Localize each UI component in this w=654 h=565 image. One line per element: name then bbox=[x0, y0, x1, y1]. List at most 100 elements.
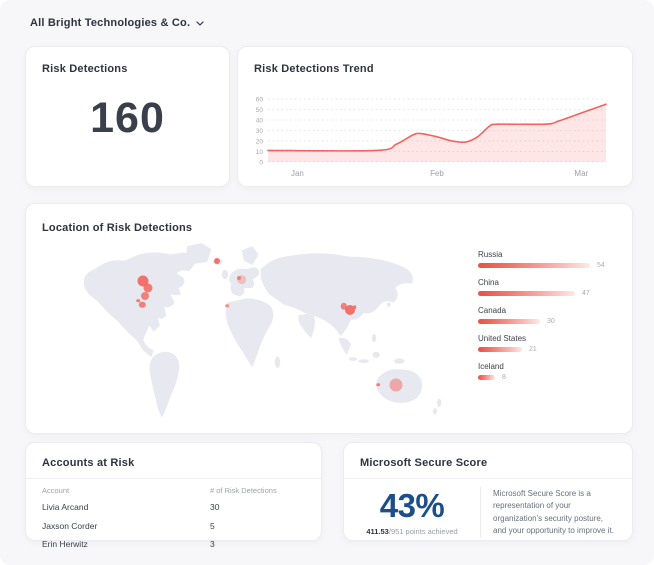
island-philippines bbox=[372, 333, 377, 343]
legend-bar bbox=[478, 347, 522, 352]
map-marker-us-2 bbox=[139, 301, 146, 308]
table-row: Livia Arcand 30 bbox=[42, 498, 305, 517]
world-map bbox=[78, 242, 498, 428]
secure-score-percent: 43% bbox=[379, 486, 445, 524]
legend-bar-row: 30 bbox=[478, 318, 620, 325]
island-sumatra bbox=[348, 357, 358, 361]
world-map-svg bbox=[83, 243, 442, 418]
legend-bar-row: 21 bbox=[478, 346, 620, 353]
island-java bbox=[358, 359, 369, 364]
legend-row: Russia 54 bbox=[478, 250, 620, 269]
org-name: All Bright Technologies & Co. bbox=[30, 17, 191, 29]
island-greenland bbox=[186, 243, 212, 264]
map-marker-china-3 bbox=[352, 305, 357, 310]
location-title: Location of Risk Detections bbox=[42, 222, 193, 234]
legend-bar bbox=[478, 375, 495, 380]
map-marker-china-1 bbox=[340, 303, 348, 310]
continent-asia bbox=[260, 253, 413, 337]
legend-row: Iceland 8 bbox=[478, 362, 620, 381]
account-name-cell: Erin Herwitz bbox=[42, 539, 88, 549]
location-card: Location of Risk Detections bbox=[25, 203, 633, 434]
accounts-card: Accounts at Risk Account # of Risk Detec… bbox=[25, 442, 322, 549]
island-japan-south bbox=[386, 302, 391, 307]
map-marker-europe-1 bbox=[237, 274, 247, 285]
column-detections: # of Risk Detections bbox=[210, 486, 277, 495]
legend-country-label: United States bbox=[478, 334, 527, 343]
secure-score-divider bbox=[344, 478, 632, 479]
y-axis-label: 60 bbox=[256, 96, 264, 103]
chevron-down-icon bbox=[196, 20, 204, 26]
continent-south-america bbox=[149, 351, 180, 418]
legend-country-label: Iceland bbox=[478, 362, 504, 371]
legend-country-label: Russia bbox=[478, 250, 503, 259]
points-achieved-value: 411.53 bbox=[366, 526, 389, 536]
island-nz-south bbox=[432, 408, 438, 415]
legend-bar bbox=[478, 263, 590, 268]
y-axis-label: 50 bbox=[256, 107, 264, 114]
risk-detections-value: 160 bbox=[90, 94, 165, 142]
map-marker-canada-1 bbox=[137, 275, 149, 287]
island-new-guinea bbox=[394, 358, 405, 364]
y-axis-label: 20 bbox=[256, 138, 264, 145]
island-madagascar bbox=[274, 356, 281, 368]
y-axis-label: 0 bbox=[259, 159, 263, 166]
legend-row: United States 21 bbox=[478, 334, 620, 353]
legend-bar-row: 8 bbox=[478, 374, 620, 381]
legend-value: 47 bbox=[582, 290, 590, 297]
table-row: Erin Herwitz 3 bbox=[42, 535, 305, 554]
org-selector-dropdown[interactable]: All Bright Technologies & Co. bbox=[30, 17, 204, 29]
column-account: Account bbox=[42, 486, 70, 495]
island-borneo bbox=[372, 351, 380, 358]
secure-score-title: Microsoft Secure Score bbox=[360, 457, 488, 469]
legend-value: 21 bbox=[529, 346, 537, 353]
risk-trend-card: Risk Detections Trend 0 10 20 30 40 50 60 Jan Fe… bbox=[237, 46, 633, 187]
secure-score-content: 43% 411.53/951 points achieved Microsoft… bbox=[344, 479, 632, 538]
map-marker-australia-1 bbox=[389, 378, 403, 392]
island-japan bbox=[390, 289, 396, 300]
risk-detections-title: Risk Detections bbox=[42, 63, 128, 75]
secure-score-card: Microsoft Secure Score 43% 411.53/951 po… bbox=[343, 442, 633, 541]
legend-country-label: Canada bbox=[478, 306, 507, 315]
location-legend: Russia 54 China 47 Canada 30 United States 21 Ic… bbox=[478, 250, 620, 390]
x-axis-label: Mar bbox=[574, 169, 588, 178]
legend-value: 8 bbox=[502, 374, 506, 381]
region-southeast-asia bbox=[338, 337, 351, 355]
vertical-divider bbox=[480, 487, 481, 538]
legend-row: Canada 30 bbox=[478, 306, 620, 325]
x-axis-label: Feb bbox=[430, 169, 444, 178]
continent-africa bbox=[225, 298, 274, 368]
detections-count-cell: 5 bbox=[210, 520, 215, 531]
y-axis-label: 30 bbox=[256, 128, 264, 135]
map-marker-australia-2 bbox=[376, 382, 381, 387]
map-marker-canada-2 bbox=[143, 283, 153, 293]
legend-bar-row: 54 bbox=[478, 262, 620, 269]
map-marker-us-1 bbox=[136, 298, 140, 303]
accounts-table-header: Account # of Risk Detections bbox=[42, 479, 305, 498]
accounts-table-body: Livia Arcand 30 Jaxson Corder 5 Erin Herwitz… bbox=[42, 498, 305, 554]
accounts-title: Accounts at Risk bbox=[42, 457, 135, 469]
map-marker-china-2 bbox=[345, 304, 356, 315]
detections-count-cell: 3 bbox=[210, 539, 215, 549]
detections-count-cell: 30 bbox=[210, 502, 220, 512]
legend-bar bbox=[478, 291, 575, 296]
risk-detections-card: Risk Detections 160 bbox=[25, 46, 230, 187]
legend-value: 54 bbox=[597, 262, 605, 269]
continent-europe bbox=[229, 267, 260, 297]
points-achieved-label: /951 points achieved bbox=[388, 526, 458, 536]
trend-chart-svg: 0 10 20 30 40 50 60 Jan Feb Mar bbox=[256, 96, 607, 178]
account-name-cell: Livia Arcand bbox=[42, 502, 89, 512]
y-axis-label: 40 bbox=[256, 117, 264, 124]
legend-bar bbox=[478, 319, 540, 324]
map-marker-canada-3 bbox=[141, 292, 150, 301]
accounts-divider bbox=[26, 478, 321, 479]
island-uk bbox=[221, 269, 229, 280]
trend-area-fill bbox=[268, 104, 606, 162]
map-marker-iceland bbox=[213, 257, 220, 264]
secure-score-description: Microsoft Secure Score is a representati… bbox=[493, 489, 614, 536]
region-scandinavia bbox=[241, 246, 259, 265]
y-axis-label: 10 bbox=[256, 149, 264, 156]
island-nz-north bbox=[437, 398, 442, 408]
map-marker-north-africa bbox=[225, 304, 229, 308]
map-marker-europe-2 bbox=[236, 275, 241, 280]
